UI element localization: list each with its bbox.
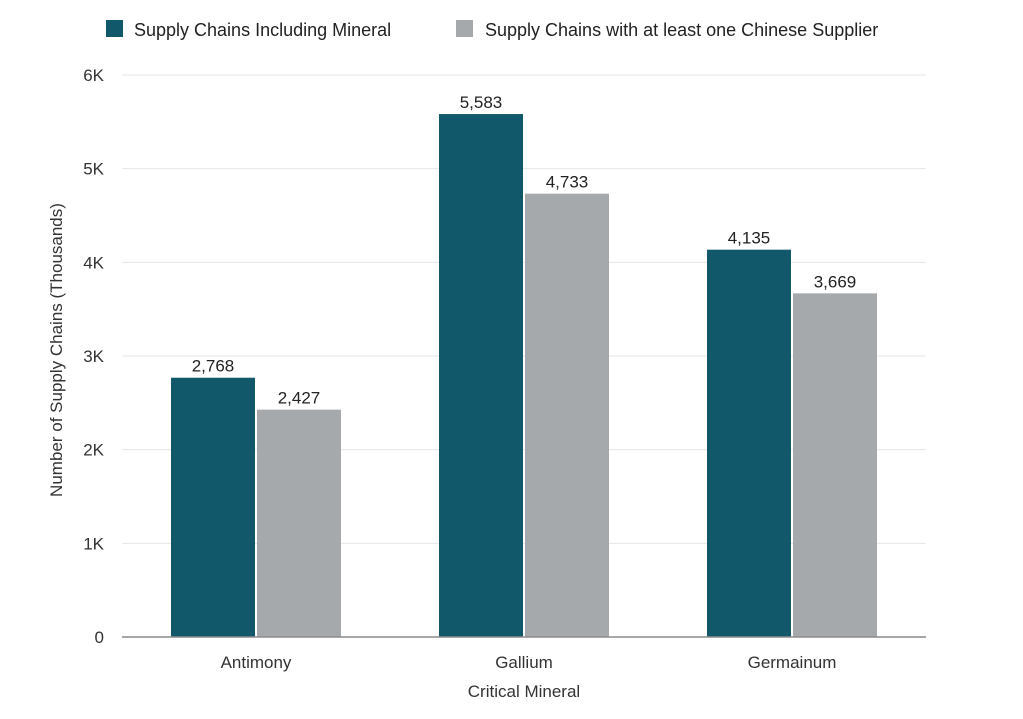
legend-label-including-mineral: Supply Chains Including Mineral (134, 20, 391, 40)
y-tick-label: 6K (83, 66, 104, 85)
data-label: 5,583 (460, 93, 503, 112)
y-tick-label: 2K (83, 441, 104, 460)
x-axis-ticks: Antimony Gallium Germainum (221, 653, 837, 672)
legend-label-chinese-supplier: Supply Chains with at least one Chinese … (485, 20, 878, 40)
gridlines (122, 74, 926, 544)
bar-gallium-series-1 (525, 193, 609, 637)
y-tick-label: 4K (83, 253, 104, 272)
legend-swatch-chinese-supplier (456, 20, 473, 37)
bar-germainum-series-0 (707, 249, 791, 637)
y-axis-ticks: 0 1K 2K 3K 4K 5K 6K (83, 66, 104, 647)
bar-gallium-series-0 (439, 114, 523, 637)
bar-antimony-series-0 (171, 377, 255, 637)
bars (171, 114, 877, 637)
y-tick-label: 0 (95, 628, 104, 647)
data-label: 2,427 (278, 389, 321, 408)
x-tick-label: Antimony (221, 653, 292, 672)
data-label: 2,768 (192, 357, 235, 376)
bar-germainum-series-1 (793, 293, 877, 637)
legend-swatch-including-mineral (106, 20, 123, 37)
bar-antimony-series-1 (257, 409, 341, 637)
data-label: 3,669 (814, 272, 857, 291)
y-axis-title: Number of Supply Chains (Thousands) (47, 203, 66, 497)
data-label: 4,733 (546, 173, 589, 192)
legend: Supply Chains Including Mineral Supply C… (106, 20, 878, 40)
y-tick-label: 3K (83, 347, 104, 366)
x-tick-label: Germainum (748, 653, 837, 672)
data-labels: 2,768 2,427 5,583 4,733 4,135 3,669 (192, 93, 857, 408)
x-tick-label: Gallium (495, 653, 553, 672)
x-axis-title: Critical Mineral (468, 682, 580, 701)
y-tick-label: 1K (83, 534, 104, 553)
data-label: 4,135 (728, 229, 771, 248)
y-tick-label: 5K (83, 160, 104, 179)
